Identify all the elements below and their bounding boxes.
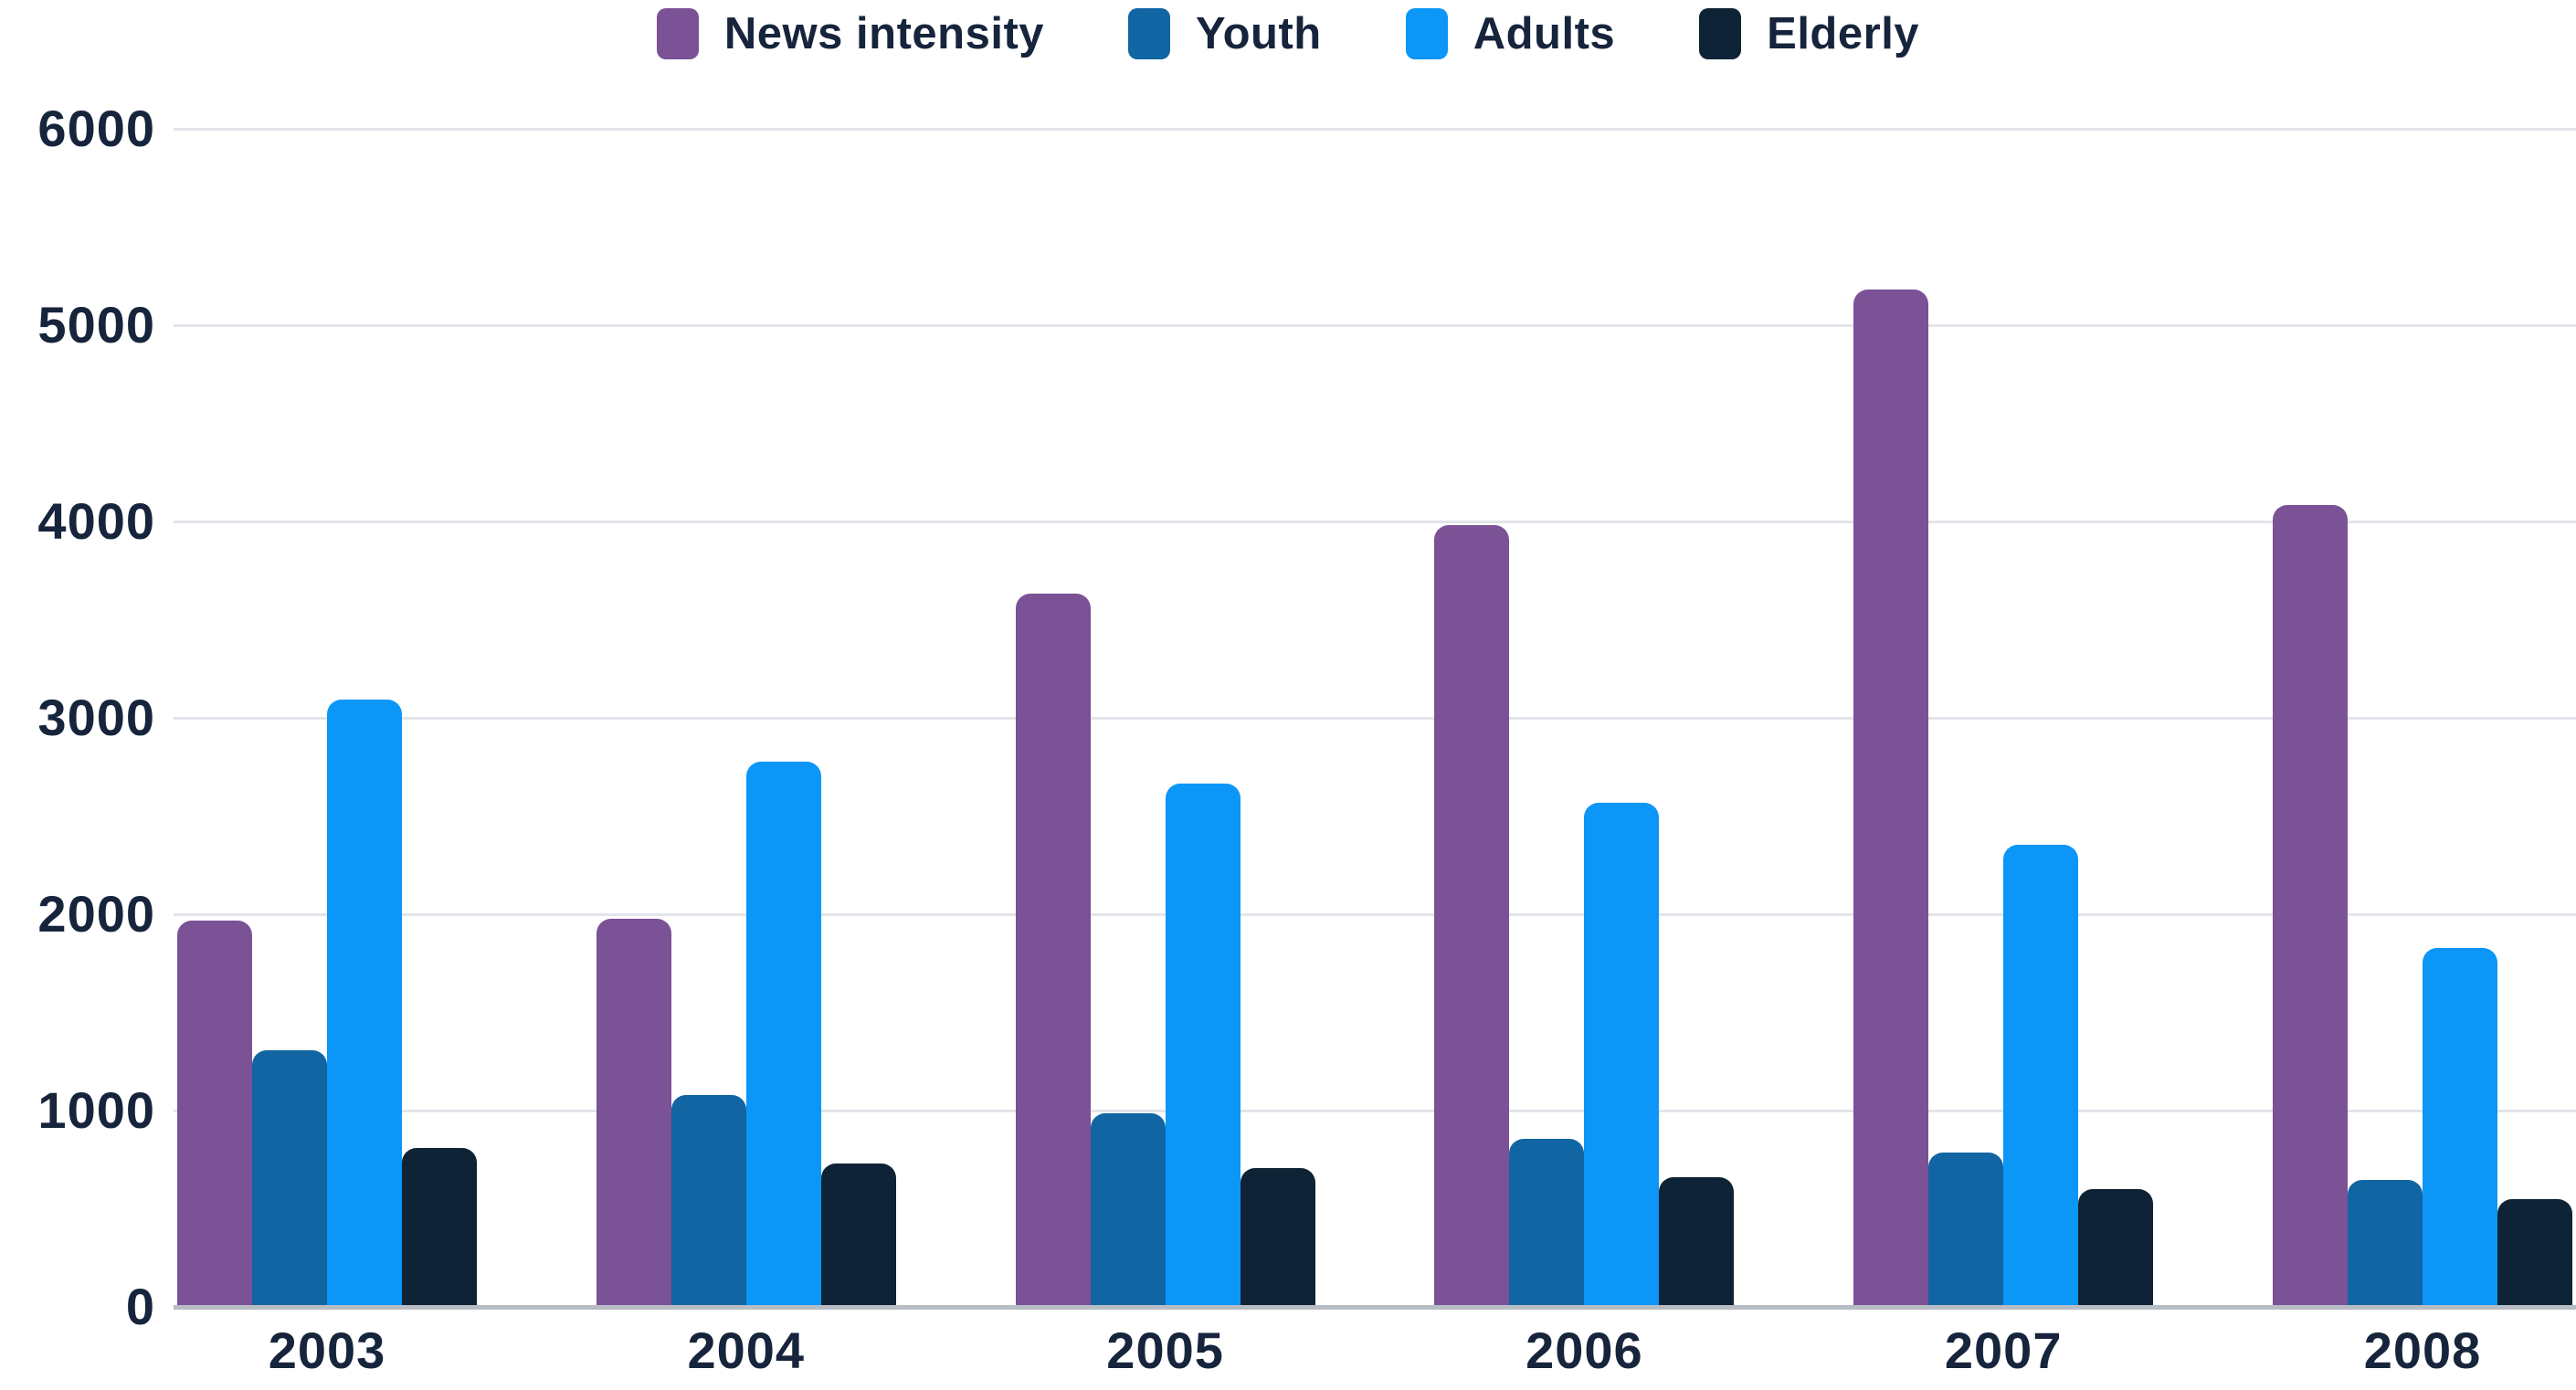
y-tick-4000: 4000 <box>37 492 155 550</box>
bar-2003-elderly <box>402 1148 477 1305</box>
bar-2007-youth <box>1928 1152 2004 1305</box>
plot-area <box>174 127 2576 1310</box>
legend-swatch-elderly <box>1699 8 1742 59</box>
bar-2006-elderly <box>1659 1177 1735 1305</box>
bar-2004-youth <box>670 1095 746 1305</box>
x-tick-2007: 2007 <box>1944 1322 2063 1379</box>
bar-2005-adults <box>1165 784 1240 1305</box>
bar-2005-elderly <box>1240 1167 1315 1305</box>
gridline-4000 <box>174 520 2576 523</box>
bar-group-2007 <box>1853 129 2154 1305</box>
bar-2006-adults <box>1584 803 1660 1305</box>
legend-label-news-intensity: News intensity <box>723 9 1045 58</box>
legend-item-adults: Adults <box>1405 8 1616 59</box>
x-tick-2003: 2003 <box>268 1322 386 1379</box>
bar-2005-youth <box>1090 1112 1166 1305</box>
legend-swatch-news-intensity <box>656 8 699 59</box>
bar-2004-adults <box>745 762 821 1305</box>
x-tick-2006: 2006 <box>1526 1322 1643 1379</box>
gridline-2000 <box>174 912 2576 916</box>
bar-2006-news-intensity <box>1434 524 1510 1305</box>
bar-2003-youth <box>252 1049 327 1305</box>
bar-2008-youth <box>2347 1179 2423 1305</box>
legend-label-elderly: Elderly <box>1767 9 1920 58</box>
legend-label-adults: Adults <box>1473 9 1616 58</box>
chart-legend: News intensity Youth Adults Elderly <box>0 4 2576 64</box>
x-axis-line <box>174 1305 2576 1310</box>
legend-swatch-youth <box>1128 8 1171 59</box>
bar-groups <box>174 129 2576 1305</box>
bar-group-2005 <box>1015 129 1315 1305</box>
x-axis-labels: 2003 2004 2005 2006 2007 2008 <box>174 1321 2576 1380</box>
bar-2008-elderly <box>2497 1199 2572 1305</box>
gridline-5000 <box>174 323 2576 327</box>
bar-2003-news-intensity <box>177 921 252 1305</box>
bar-group-2006 <box>1434 129 1735 1305</box>
bar-group-2008 <box>2272 129 2572 1305</box>
y-tick-1000: 1000 <box>37 1081 155 1139</box>
bar-2008-news-intensity <box>2272 505 2348 1305</box>
bar-2003-adults <box>327 699 402 1305</box>
x-tick-2005: 2005 <box>1106 1322 1224 1379</box>
y-tick-0: 0 <box>125 1278 155 1335</box>
bar-2004-news-intensity <box>596 919 671 1305</box>
y-tick-2000: 2000 <box>37 885 155 942</box>
y-tick-3000: 3000 <box>37 689 155 746</box>
x-tick-2008: 2008 <box>2363 1322 2482 1379</box>
legend-item-youth: Youth <box>1128 8 1322 59</box>
gridline-1000 <box>174 1109 2576 1112</box>
bar-2007-news-intensity <box>1853 290 1929 1305</box>
bar-2007-elderly <box>2078 1189 2154 1305</box>
legend-swatch-adults <box>1405 8 1448 59</box>
y-tick-6000: 6000 <box>37 100 155 157</box>
x-tick-2004: 2004 <box>687 1322 806 1379</box>
gridline-3000 <box>174 716 2576 720</box>
bar-2008-adults <box>2422 948 2497 1305</box>
gridline-6000 <box>174 127 2576 131</box>
y-tick-5000: 5000 <box>37 296 155 353</box>
legend-item-elderly: Elderly <box>1699 8 1919 59</box>
bar-group-2003 <box>177 129 477 1305</box>
bar-2007-adults <box>2003 844 2079 1305</box>
bar-2006-youth <box>1509 1138 1585 1305</box>
legend-item-news-intensity: News intensity <box>656 8 1045 59</box>
bar-2005-news-intensity <box>1015 593 1091 1305</box>
legend-label-youth: Youth <box>1196 9 1322 58</box>
bar-group-2004 <box>596 129 896 1305</box>
bar-2004-elderly <box>820 1164 896 1305</box>
